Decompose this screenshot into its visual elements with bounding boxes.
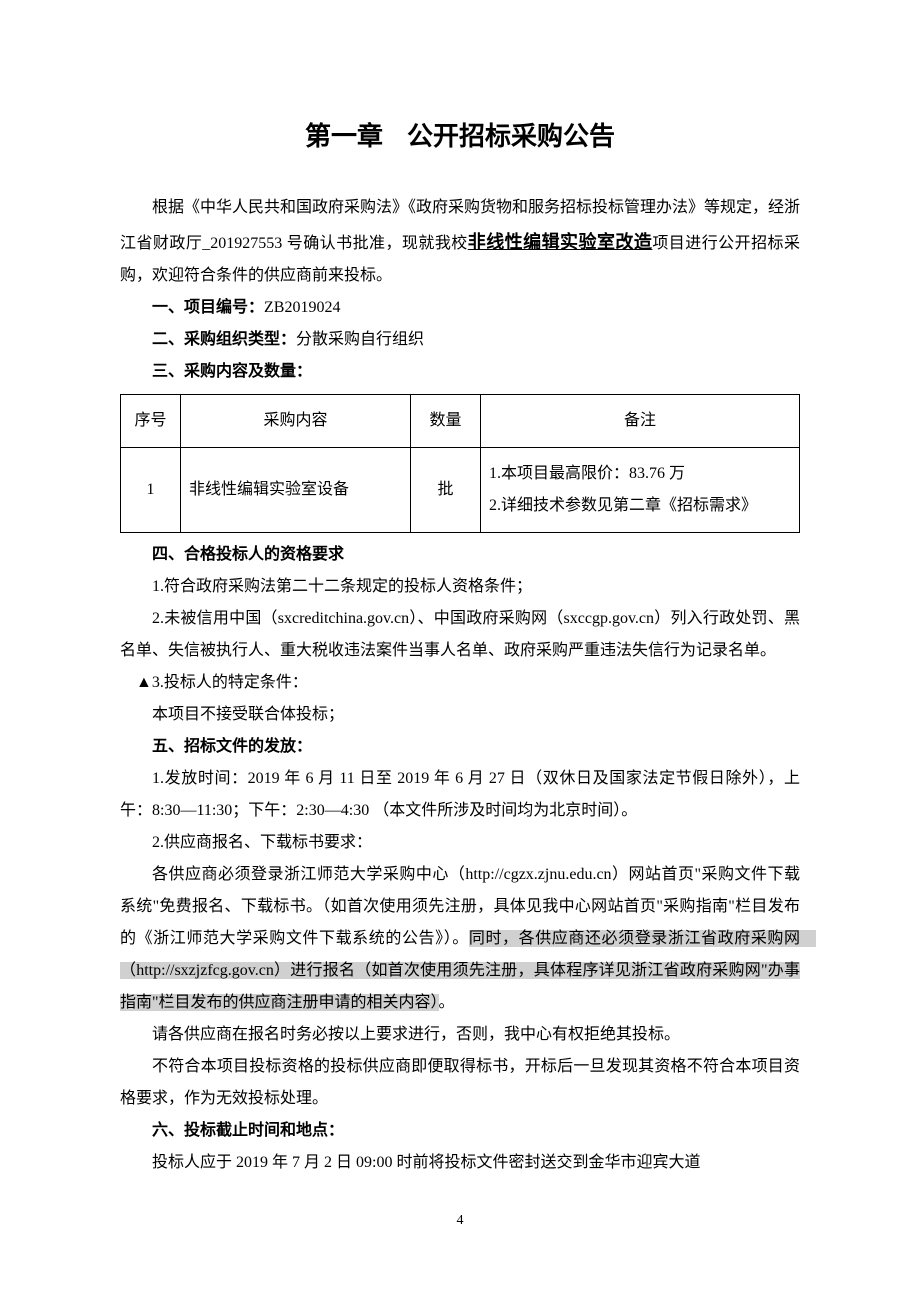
section-2-head: 二、采购组织类型： <box>152 331 296 348</box>
section-3: 三、采购内容及数量： <box>120 356 800 388</box>
cell-content: 非线性编辑实验室设备 <box>181 448 411 533</box>
th-qty: 数量 <box>411 395 481 448</box>
section-1-head: 一、项目编号： <box>152 299 264 316</box>
cell-seq: 1 <box>121 448 181 533</box>
section-1: 一、项目编号：ZB2019024 <box>120 292 800 324</box>
table-row: 1 非线性编辑实验室设备 批 1.本项目最高限价：83.76 万 2.详细技术参… <box>121 448 800 533</box>
section-5-p5: 不符合本项目投标资格的投标供应商即便取得标书，开标后一旦发现其资格不符合本项目资… <box>120 1051 800 1115</box>
section-4-p2: 2.未被信用中国（sxcreditchina.gov.cn）、中国政府采购网（s… <box>120 603 800 667</box>
intro-project-name: 非线性编辑实验室改造 <box>468 232 653 252</box>
procurement-table: 序号 采购内容 数量 备注 1 非线性编辑实验室设备 批 1.本项目最高限价：8… <box>120 394 800 533</box>
section-4-p1: 1.符合政府采购法第二十二条规定的投标人资格条件； <box>120 571 800 603</box>
remark-line-2: 2.详细技术参数见第二章《招标需求》 <box>489 490 791 522</box>
page-title: 第一章公开招标采购公告 <box>120 110 800 162</box>
section-6-p1: 投标人应于 2019 年 7 月 2 日 09:00 时前将投标文件密封送交到金… <box>120 1147 800 1179</box>
table-header-row: 序号 采购内容 数量 备注 <box>121 395 800 448</box>
section-5-p4: 请各供应商在报名时务必按以上要求进行，否则，我中心有权拒绝其投标。 <box>120 1019 800 1051</box>
section-4-p3-prefix: ▲3.投标人的特定条件： <box>120 667 800 699</box>
remark-line-1: 1.本项目最高限价：83.76 万 <box>489 458 791 490</box>
section-2: 二、采购组织类型：分散采购自行组织 <box>120 324 800 356</box>
section-5-p3: 各供应商必须登录浙江师范大学采购中心（http://cgzx.zjnu.edu.… <box>120 859 800 1019</box>
th-content: 采购内容 <box>181 395 411 448</box>
title-right: 公开招标采购公告 <box>407 121 615 151</box>
cell-qty: 批 <box>411 448 481 533</box>
title-left: 第一章 <box>305 121 383 151</box>
section-5-head: 五、招标文件的发放： <box>120 731 800 763</box>
section-4-head: 四、合格投标人的资格要求 <box>120 539 800 571</box>
intro-paragraph: 根据《中华人民共和国政府采购法》《政府采购货物和服务招标投标管理办法》等规定，经… <box>120 192 800 292</box>
section-5-p1: 1.发放时间：2019 年 6 月 11 日至 2019 年 6 月 27 日（… <box>120 763 800 827</box>
cell-remark: 1.本项目最高限价：83.76 万 2.详细技术参数见第二章《招标需求》 <box>481 448 800 533</box>
section-3-head: 三、采购内容及数量： <box>152 363 312 380</box>
section-5-p3-tail: 。 <box>439 994 455 1011</box>
th-remark: 备注 <box>481 395 800 448</box>
org-type: 分散采购自行组织 <box>296 331 424 348</box>
section-4-p3-body: 本项目不接受联合体投标； <box>120 699 800 731</box>
page-number: 4 <box>120 1207 800 1235</box>
section-5-p2: 2.供应商报名、下载标书要求： <box>120 827 800 859</box>
th-seq: 序号 <box>121 395 181 448</box>
project-number: ZB2019024 <box>264 299 340 316</box>
section-6-head: 六、投标截止时间和地点： <box>120 1115 800 1147</box>
